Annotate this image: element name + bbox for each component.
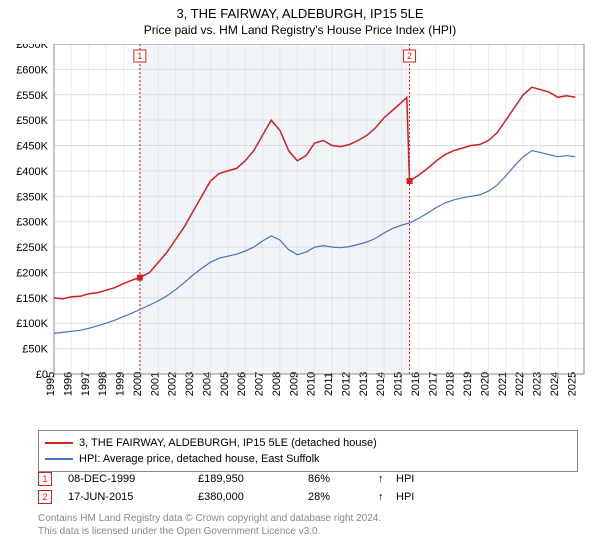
svg-text:2014: 2014 (375, 372, 387, 396)
svg-text:1: 1 (137, 51, 142, 61)
legend-row: HPI: Average price, detached house, East… (45, 451, 571, 467)
chart-subtitle: Price paid vs. HM Land Registry's House … (0, 21, 600, 41)
arrow-up-icon: ↑ (378, 473, 396, 485)
svg-text:2011: 2011 (323, 372, 335, 396)
tx-marker-icon: 1 (38, 472, 52, 486)
svg-text:1995: 1995 (45, 372, 57, 396)
legend-label: HPI: Average price, detached house, East… (79, 453, 320, 465)
svg-text:2000: 2000 (132, 372, 144, 396)
svg-text:2008: 2008 (271, 372, 283, 396)
svg-text:£50K: £50K (22, 344, 48, 356)
svg-text:2002: 2002 (167, 372, 179, 396)
svg-text:2016: 2016 (410, 372, 422, 396)
svg-text:2007: 2007 (254, 372, 266, 396)
footer-line: This data is licensed under the Open Gov… (38, 525, 578, 538)
svg-text:2015: 2015 (393, 372, 405, 396)
svg-text:2021: 2021 (497, 372, 509, 396)
tx-pct: 86% (308, 473, 378, 485)
svg-text:2: 2 (407, 51, 412, 61)
svg-text:£250K: £250K (16, 242, 48, 254)
svg-text:2024: 2024 (549, 372, 561, 396)
tx-date: 08-DEC-1999 (68, 473, 198, 485)
arrow-up-icon: ↑ (378, 491, 396, 503)
svg-text:£500K: £500K (16, 115, 48, 127)
svg-text:£550K: £550K (16, 90, 48, 102)
svg-text:£100K: £100K (16, 318, 48, 330)
svg-text:2003: 2003 (184, 372, 196, 396)
svg-text:2010: 2010 (306, 372, 318, 396)
svg-text:1997: 1997 (80, 372, 92, 396)
svg-text:2001: 2001 (149, 372, 161, 396)
svg-text:£450K: £450K (16, 141, 48, 153)
transaction-table: 1 08-DEC-1999 £189,950 86% ↑ HPI 2 17-JU… (38, 470, 578, 506)
svg-text:2004: 2004 (201, 372, 213, 396)
svg-text:2018: 2018 (445, 372, 457, 396)
svg-text:£150K: £150K (16, 293, 48, 305)
tx-label: HPI (396, 473, 414, 485)
svg-text:2013: 2013 (358, 372, 370, 396)
legend-box: 3, THE FAIRWAY, ALDEBURGH, IP15 5LE (det… (38, 430, 578, 472)
legend-swatch (45, 442, 73, 444)
svg-text:2022: 2022 (514, 372, 526, 396)
tx-price: £380,000 (198, 491, 308, 503)
tx-price: £189,950 (198, 473, 308, 485)
tx-marker-icon: 2 (38, 490, 52, 504)
footer-line: Contains HM Land Registry data © Crown c… (38, 512, 578, 525)
legend-row: 3, THE FAIRWAY, ALDEBURGH, IP15 5LE (det… (45, 435, 571, 451)
chart-title: 3, THE FAIRWAY, ALDEBURGH, IP15 5LE (0, 0, 600, 21)
svg-text:£200K: £200K (16, 267, 48, 279)
svg-text:1998: 1998 (97, 372, 109, 396)
table-row: 1 08-DEC-1999 £189,950 86% ↑ HPI (38, 470, 578, 488)
svg-text:2025: 2025 (566, 372, 578, 396)
tx-label: HPI (396, 491, 414, 503)
svg-text:1999: 1999 (115, 372, 127, 396)
table-row: 2 17-JUN-2015 £380,000 28% ↑ HPI (38, 488, 578, 506)
chart-area: £0£50K£100K£150K£200K£250K£300K£350K£400… (0, 44, 600, 424)
line-chart-svg: £0£50K£100K£150K£200K£250K£300K£350K£400… (0, 44, 600, 424)
svg-text:2009: 2009 (288, 372, 300, 396)
svg-text:£400K: £400K (16, 166, 48, 178)
legend-label: 3, THE FAIRWAY, ALDEBURGH, IP15 5LE (det… (79, 437, 377, 449)
svg-text:2006: 2006 (236, 372, 248, 396)
svg-text:2023: 2023 (532, 372, 544, 396)
svg-text:2017: 2017 (427, 372, 439, 396)
footer-attribution: Contains HM Land Registry data © Crown c… (38, 512, 578, 538)
svg-text:1996: 1996 (62, 372, 74, 396)
svg-text:2005: 2005 (219, 372, 231, 396)
svg-text:2020: 2020 (479, 372, 491, 396)
legend-swatch (45, 458, 73, 460)
svg-text:2019: 2019 (462, 372, 474, 396)
svg-text:2012: 2012 (340, 372, 352, 396)
svg-text:£650K: £650K (16, 44, 48, 51)
svg-text:£350K: £350K (16, 191, 48, 203)
svg-text:£600K: £600K (16, 64, 48, 76)
tx-pct: 28% (308, 491, 378, 503)
tx-date: 17-JUN-2015 (68, 491, 198, 503)
svg-text:£300K: £300K (16, 217, 48, 229)
